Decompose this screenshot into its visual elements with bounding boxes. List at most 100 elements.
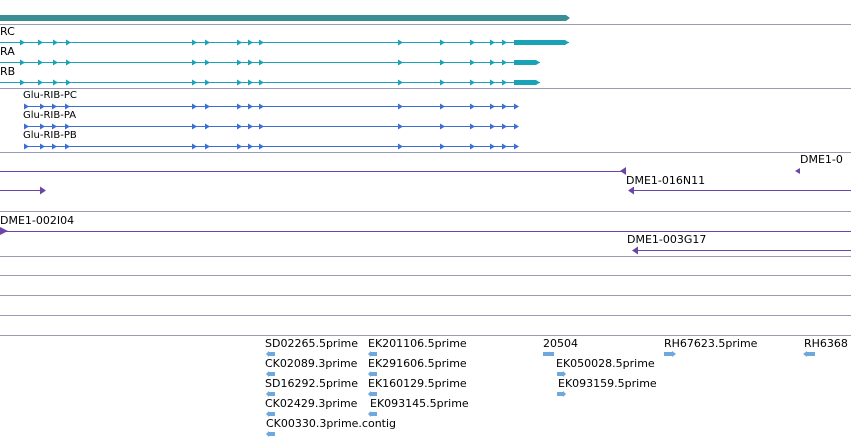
exon-marker [514, 143, 519, 150]
exon-marker [398, 103, 403, 110]
exon-marker [66, 79, 71, 86]
exon-marker [192, 79, 197, 86]
est-label[interactable]: CK02429.3prime [265, 397, 358, 410]
exon-marker [237, 79, 242, 86]
left-arrow-icon [266, 391, 269, 397]
est-label[interactable]: EK093159.5prime [558, 377, 657, 390]
exon-marker [52, 103, 57, 110]
clone-label-dme1-002i04[interactable]: DME1-002I04 [0, 214, 75, 227]
exon-marker [65, 103, 70, 110]
utr-block-end [536, 60, 540, 65]
exon-marker [259, 103, 264, 110]
exon-marker [248, 143, 253, 150]
exon-marker [40, 103, 45, 110]
est-block [371, 372, 377, 376]
left-arrow-icon [368, 371, 371, 377]
clone-end-marker [40, 186, 46, 195]
gene-span-bar-end [566, 15, 570, 21]
transcript-label-rc[interactable]: RC [0, 25, 15, 38]
exon-marker [259, 39, 264, 46]
est-block [371, 392, 377, 396]
exon-marker [398, 59, 403, 66]
exon-marker [490, 143, 495, 150]
exon-marker [205, 59, 210, 66]
exon-marker [490, 59, 495, 66]
exon-marker [398, 39, 403, 46]
exon-marker [440, 39, 445, 46]
exon-marker [470, 103, 475, 110]
utr-block [514, 60, 536, 65]
est-label[interactable]: 20504 [543, 337, 578, 350]
exon-marker [248, 79, 253, 86]
clone-label-dme1-003g17[interactable]: DME1-003G17 [627, 233, 707, 246]
transcript-label-rb[interactable]: RB [0, 65, 16, 78]
exon-marker [205, 103, 210, 110]
right-arrow-icon [563, 371, 566, 377]
clone-label-dme1-016n11[interactable]: DME1-016N11 [626, 174, 706, 187]
exon-marker [205, 123, 210, 130]
transcript-label-glu-rib-pb[interactable]: Glu-RIB-PB [23, 130, 77, 141]
exon-marker [52, 123, 57, 130]
est-label[interactable]: EK201106.5prime [368, 337, 467, 350]
transcript-label-glu-rib-pc[interactable]: Glu-RIB-PC [23, 90, 77, 101]
clone-label-dme1-0[interactable]: DME1-0 [800, 153, 843, 166]
exon-marker [440, 79, 445, 86]
exon-marker [192, 143, 197, 150]
exon-marker [65, 123, 70, 130]
exon-marker [40, 123, 45, 130]
exon-marker [440, 143, 445, 150]
exon-marker [24, 123, 29, 130]
exon-marker [502, 123, 507, 130]
est-block [557, 372, 563, 376]
right-arrow-icon [563, 391, 566, 397]
clone-end-marker [632, 246, 638, 255]
est-label[interactable]: EK093145.5prime [370, 397, 469, 410]
exon-marker [490, 79, 495, 86]
exon-marker [237, 59, 242, 66]
exon-marker [440, 103, 445, 110]
exon-marker [398, 143, 403, 150]
est-label[interactable]: RH67623.5prime [664, 337, 758, 350]
exon-marker [192, 103, 197, 110]
est-block [557, 392, 563, 396]
exon-marker [248, 39, 253, 46]
est-label[interactable]: SD16292.5prime [265, 377, 358, 390]
left-arrow-icon [266, 371, 269, 377]
exon-marker [53, 39, 58, 46]
transcript-label-ra[interactable]: RA [0, 45, 15, 58]
exon-marker [440, 123, 445, 130]
exon-marker [502, 79, 507, 86]
exon-marker [470, 143, 475, 150]
left-arrow-icon [368, 411, 371, 417]
exon-marker [38, 59, 43, 66]
exon-marker [237, 103, 242, 110]
exon-marker [192, 39, 197, 46]
exon-marker [53, 59, 58, 66]
utr-block [514, 80, 536, 85]
est-block [371, 412, 377, 416]
exon-marker [24, 143, 29, 150]
est-block [269, 352, 275, 356]
clone-end-marker [795, 168, 800, 174]
est-label[interactable]: EK160129.5prime [368, 377, 467, 390]
transcript-label-glu-rib-pa[interactable]: Glu-RIB-PA [23, 110, 77, 121]
est-block [269, 412, 275, 416]
exon-marker [52, 143, 57, 150]
exon-marker [502, 143, 507, 150]
left-arrow-icon [266, 351, 269, 357]
est-label[interactable]: RH6368 [804, 337, 848, 350]
est-label[interactable]: EK050028.5prime [556, 357, 655, 370]
left-arrow-icon [266, 431, 269, 437]
est-label[interactable]: SD02265.5prime [265, 337, 358, 350]
gene-span-bar [0, 15, 566, 21]
est-label[interactable]: CK00330.3prime.contig [266, 417, 397, 430]
exon-marker [514, 123, 519, 130]
exon-marker [502, 39, 507, 46]
exon-marker [20, 59, 25, 66]
est-label[interactable]: CK02089.3prime [265, 357, 358, 370]
exon-marker [38, 79, 43, 86]
clone-end-marker [628, 186, 634, 195]
est-label[interactable]: EK291606.5prime [368, 357, 467, 370]
